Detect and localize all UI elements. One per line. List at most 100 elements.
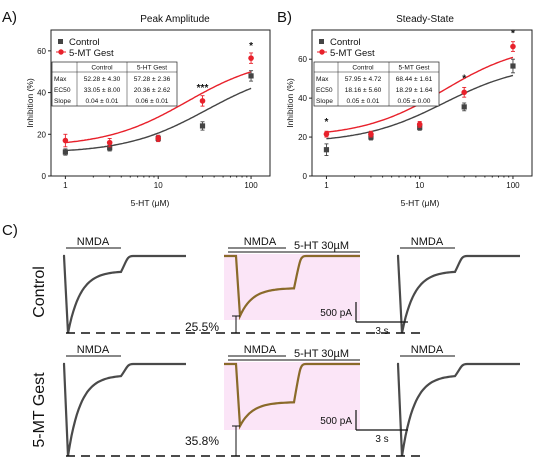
- nmda-label: NMDA: [411, 344, 444, 356]
- legend-control-marker: [319, 39, 324, 44]
- panel-b-letter: B): [277, 9, 292, 26]
- fit-curve: [326, 74, 514, 140]
- stats-row-label: Max: [54, 76, 67, 83]
- stats-table-frame: [51, 61, 178, 107]
- x-tick-label: 10: [415, 181, 424, 190]
- drug-label: 5-HT 30µM: [294, 240, 349, 252]
- panel-b-xlabel: 5-HT (μM): [401, 198, 440, 208]
- current-trace: [62, 254, 186, 334]
- nmda-label: NMDA: [244, 344, 277, 356]
- nmda-label: NMDA: [77, 344, 110, 356]
- panel-a-title: Peak Amplitude: [140, 14, 210, 25]
- data-point-control: [199, 123, 206, 129]
- stats-cell: 57.28 ± 2.36: [134, 76, 171, 83]
- legend-gest-marker: [319, 49, 325, 55]
- scale-current-label: 500 pA: [320, 416, 352, 427]
- data-point-control: [62, 149, 68, 155]
- stats-header: Control: [352, 65, 374, 72]
- row-label-5mt-gest: 5-MT Gest: [31, 372, 48, 448]
- panel-a-letter: A): [2, 9, 17, 26]
- panel-a-plot-frame: [50, 29, 271, 177]
- x-tick-label: 100: [506, 181, 520, 190]
- panel-a-legend: Control 5-MT Gest: [56, 37, 114, 59]
- data-point-5mt-gest: [416, 121, 423, 128]
- stats-cell: 18.16 ± 5.60: [345, 87, 382, 94]
- inhibition-percent: 35.8%: [185, 434, 219, 448]
- x-tick-label: 1: [63, 181, 68, 190]
- inhibition-percent: 25.5%: [185, 320, 219, 334]
- legend-control-label: Control: [330, 37, 361, 48]
- data-point-control: [461, 104, 467, 110]
- nmda-label: NMDA: [411, 236, 444, 248]
- y-tick-label: 40: [37, 89, 46, 98]
- fit-curve: [65, 87, 252, 152]
- panel-c-letter: C): [2, 222, 18, 239]
- stats-row-label: Slope: [54, 98, 71, 105]
- stats-cell: 33.05 ± 8.00: [84, 87, 121, 94]
- scale-time-label: 3 s: [375, 434, 388, 445]
- stats-cell: 52.28 ± 4.30: [84, 76, 121, 83]
- stats-row-label: EC50: [316, 87, 333, 94]
- stats-cell: 0.04 ± 0.01: [86, 98, 119, 105]
- stats-row-label: Max: [316, 76, 329, 83]
- x-tick-label: 100: [244, 181, 258, 190]
- nmda-label: NMDA: [77, 236, 110, 248]
- legend-gest-marker: [58, 49, 64, 55]
- row-label-control: Control: [31, 266, 48, 318]
- panel-b-ticks: 0 20 40 60 1 10 100: [298, 55, 520, 190]
- drug-label: 5-HT 30µM: [294, 348, 349, 360]
- drug-highlight: [224, 362, 360, 430]
- trace-area: NMDA NMDA NMDA 5-HT 30µM 25.5% 500 pA 3 s NMDA N…: [62, 236, 520, 457]
- panel-a-markers: [62, 52, 254, 156]
- panel-a-significance: ****: [197, 41, 253, 94]
- y-tick-label: 0: [303, 172, 308, 181]
- stats-row-label: EC50: [54, 87, 71, 94]
- data-point-control: [323, 147, 330, 153]
- stats-table-frame: [313, 61, 440, 107]
- stats-header: 5-MT Gest: [398, 65, 429, 72]
- y-tick-label: 40: [298, 94, 307, 103]
- data-point-5mt-gest: [510, 43, 516, 50]
- panel-b-legend: Control 5-MT Gest: [317, 37, 375, 59]
- nmda-label: NMDA: [244, 236, 277, 248]
- panel-b: B) Steady-State Inhibition (%) 5-HT (μM)…: [277, 9, 533, 208]
- current-trace: [396, 362, 520, 457]
- data-point-5mt-gest: [199, 98, 206, 104]
- panel-b-stats-table: Control 5-MT Gest Max 57.95 ± 4.72 68.44…: [313, 61, 440, 107]
- significance-star: *: [511, 29, 515, 40]
- data-point-control: [107, 145, 113, 151]
- significance-star: ***: [197, 83, 209, 94]
- data-point-5mt-gest: [323, 131, 330, 137]
- stats-header: Control: [91, 65, 113, 72]
- stats-cell: 68.44 ± 1.61: [396, 76, 433, 83]
- panel-a-stats-table: Control 5-HT Gest Max 52.28 ± 4.30 57.28…: [51, 61, 178, 107]
- data-point-control: [510, 63, 516, 69]
- data-point-control: [248, 73, 254, 79]
- y-tick-label: 20: [37, 130, 46, 139]
- panel-b-ylabel: Inhibition (%): [285, 78, 295, 128]
- panel-a-ylabel: Inhibition (%): [25, 78, 35, 128]
- stats-row-label: Slope: [316, 98, 333, 105]
- panel-c-traces: C) Control 5-MT Gest NMDA NMDA NMDA 5-HT 30…: [2, 222, 520, 457]
- stats-cell: 20.36 ± 2.62: [134, 87, 171, 94]
- data-point-5mt-gest: [155, 135, 162, 142]
- stats-cell: 0.06 ± 0.01: [136, 98, 169, 105]
- legend-gest-label: 5-MT Gest: [69, 48, 114, 59]
- y-tick-label: 60: [298, 55, 307, 64]
- fit-curve: [65, 71, 252, 144]
- drug-trace: [224, 362, 360, 430]
- panel-a: A) Peak Amplitude Inhibition (%) 5-HT (μ…: [2, 9, 271, 208]
- current-trace: [396, 254, 520, 334]
- y-tick-label: 20: [298, 133, 307, 142]
- stats-cell: 0.05 ± 0.01: [347, 98, 380, 105]
- legend-gest-label: 5-MT Gest: [330, 48, 375, 59]
- stats-header: 5-HT Gest: [137, 65, 167, 72]
- panel-b-plot-frame: [311, 29, 533, 177]
- scale-time-label: 3 s: [375, 326, 388, 337]
- x-tick-label: 1: [324, 181, 329, 190]
- drug-trace: [224, 254, 360, 321]
- significance-star: *: [249, 41, 253, 52]
- stats-cell: 57.95 ± 4.72: [345, 76, 382, 83]
- panel-b-markers: [323, 41, 516, 157]
